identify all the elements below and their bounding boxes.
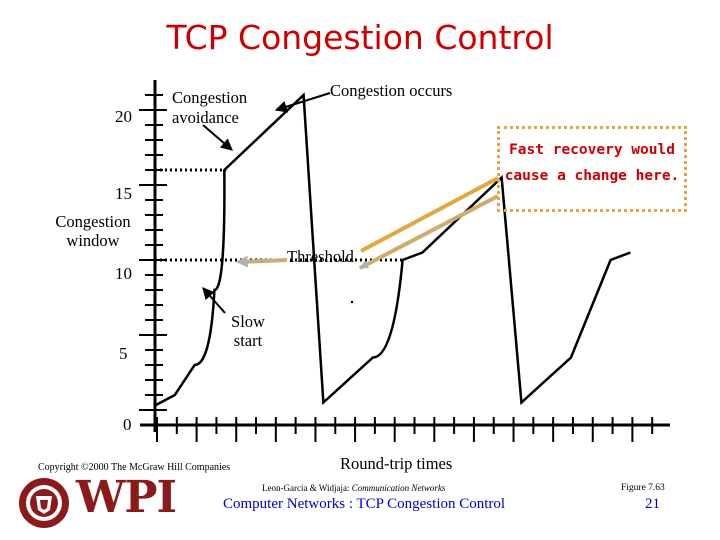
annotation-threshold: Threshold [287, 247, 354, 266]
reference-lines [155, 168, 405, 262]
slide-title: TCP Congestion Control [166, 18, 554, 57]
arrow-slow-start [202, 287, 226, 314]
figure-label: Figure 7.63 [621, 483, 665, 493]
axes [139, 80, 670, 442]
fast-recovery-callout: Fast recovery would cause a change here. [497, 126, 687, 212]
wpi-seal-icon [19, 478, 69, 528]
ytick-label-15: 15 [115, 184, 132, 203]
ytick-label-20: 20 [115, 107, 132, 126]
y-axis-label: Congestion window [55, 212, 131, 250]
congestion-window-series-line [154, 92, 631, 407]
citation-text: Leon-Garcia & Widjaja: Communication Net… [262, 483, 445, 493]
callout-arrow-low [359, 195, 499, 269]
arrow-threshold [235, 255, 288, 268]
wpi-logo: WPI [14, 472, 186, 530]
footer-course-title: Computer Networks : TCP Congestion Contr… [223, 496, 506, 512]
x-axis-label: Round-trip times [340, 454, 453, 473]
wpi-wordmark: WPI [76, 472, 177, 523]
annotation-arrows [202, 92, 499, 314]
ytick-label-0: 0 [123, 415, 132, 434]
callout-connector-high [360, 176, 499, 253]
ytick-label-10: 10 [115, 264, 132, 283]
citation-book: Communication Networks [351, 483, 446, 493]
stray-dot [350, 300, 354, 304]
page-number: 21 [645, 496, 660, 512]
annotation-congestion-occurs: Congestion occurs [330, 81, 453, 100]
annotation-slow-start: Slow start [231, 312, 265, 350]
citation-authors: Leon-Garcia & Widjaja: [262, 483, 350, 493]
copyright-text: Copyright ©2000 The McGraw Hill Companie… [38, 462, 231, 473]
arrow-congestion-occurs [274, 92, 331, 113]
ytick-label-5: 5 [119, 344, 128, 363]
annotation-congestion-avoidance: Congestion avoidance [172, 88, 248, 127]
arrow-congestion-avoidance [202, 124, 233, 151]
